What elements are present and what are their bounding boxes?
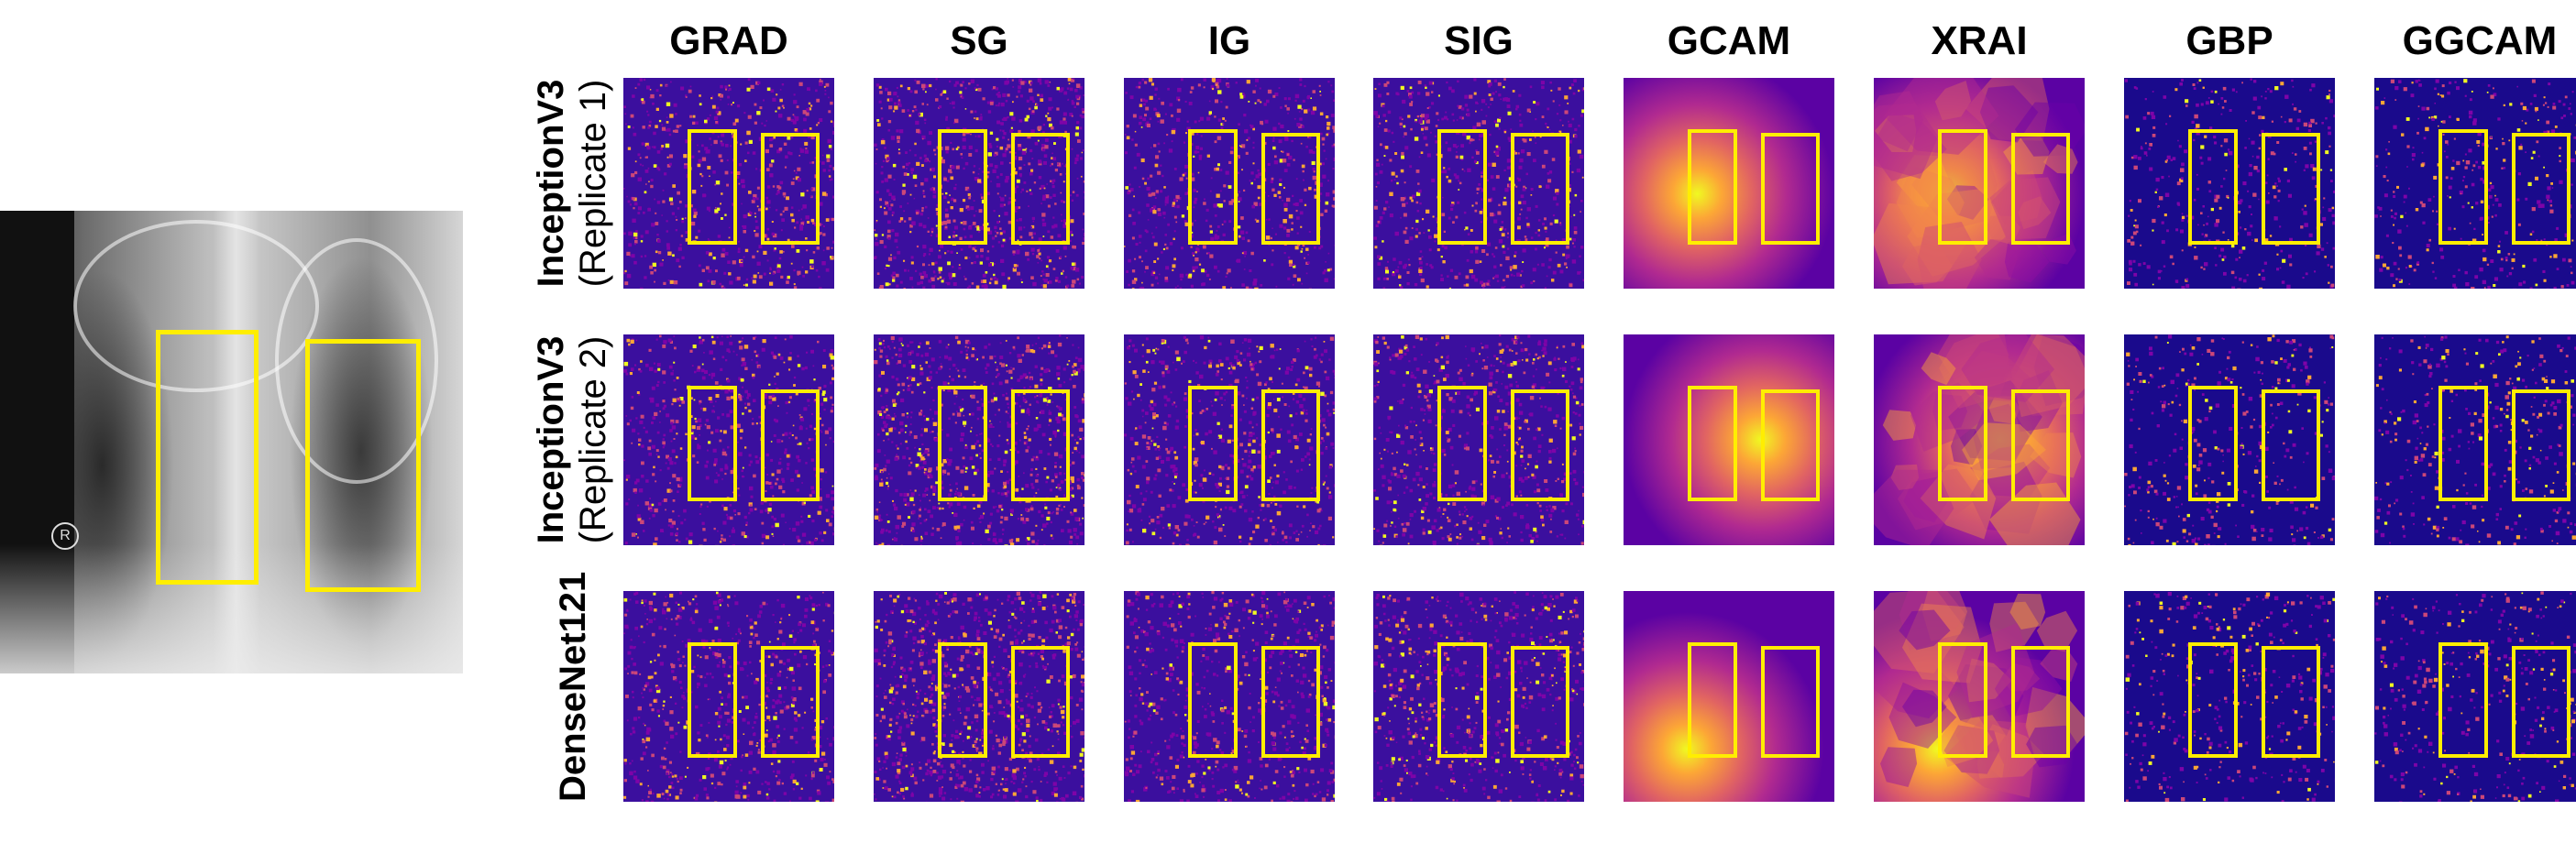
saliency-map-gbp-row-2 [2124, 334, 2335, 545]
box-right-lung [1688, 129, 1737, 245]
saliency-map-ig-row-2 [1124, 334, 1335, 545]
box-left-lung [1261, 646, 1320, 758]
xray-box-left-lung [305, 339, 421, 592]
box-right-lung [688, 386, 737, 501]
xray-marker: R [51, 522, 79, 550]
saliency-map-gcam-row-3 [1624, 591, 1834, 802]
saliency-map-xrai-row-2 [1874, 334, 2085, 545]
column-header-sg: SG [950, 18, 1008, 63]
box-right-lung [938, 129, 987, 245]
saliency-map-sig-row-1 [1373, 78, 1584, 289]
row-label-3: DenseNet121 [552, 571, 594, 802]
box-left-lung [1261, 133, 1320, 245]
box-right-lung [1938, 386, 1987, 501]
column-header-gcam: GCAM [1667, 18, 1791, 63]
saliency-map-ig-row-1 [1124, 78, 1335, 289]
box-right-lung [2438, 129, 2488, 245]
box-right-lung [938, 642, 987, 758]
row-label-model: InceptionV3 [531, 79, 571, 288]
row-label-2: InceptionV3 (Replicate 2) [530, 334, 614, 545]
box-left-lung [1011, 646, 1070, 758]
box-right-lung [1938, 129, 1987, 245]
box-right-lung [1188, 386, 1238, 501]
box-right-lung [2438, 386, 2488, 501]
box-right-lung [688, 642, 737, 758]
row-label-replicate: (Replicate 2) [573, 335, 613, 544]
xray-box-right-lung [156, 330, 259, 585]
box-left-lung [761, 133, 820, 245]
box-right-lung [1188, 129, 1238, 245]
box-left-lung [2011, 646, 2070, 758]
box-left-lung [1011, 389, 1070, 501]
saliency-map-sig-row-3 [1373, 591, 1584, 802]
column-header-gbp: GBP [2185, 18, 2273, 63]
box-right-lung [1437, 386, 1487, 501]
saliency-map-gbp-row-1 [2124, 78, 2335, 289]
box-left-lung [1511, 646, 1569, 758]
column-header-grad: GRAD [669, 18, 788, 63]
box-left-lung [2011, 389, 2070, 501]
box-left-lung [2512, 646, 2570, 758]
row-label-model: DenseNet121 [553, 571, 593, 802]
box-left-lung [1511, 133, 1569, 245]
box-right-lung [2188, 129, 2238, 245]
box-left-lung [1761, 133, 1820, 245]
saliency-map-ig-row-3 [1124, 591, 1335, 802]
saliency-map-xrai-row-3 [1874, 591, 2085, 802]
box-left-lung [1511, 389, 1569, 501]
saliency-map-ggcam-row-3 [2374, 591, 2576, 802]
box-left-lung [1261, 389, 1320, 501]
box-right-lung [2438, 642, 2488, 758]
box-right-lung [2188, 386, 2238, 501]
box-right-lung [1688, 386, 1737, 501]
box-right-lung [1437, 642, 1487, 758]
column-header-ggcam: GGCAM [2402, 18, 2558, 63]
column-header-xrai: XRAI [1931, 18, 2028, 63]
source-xray-image: R [0, 211, 463, 673]
column-header-ig: IG [1207, 18, 1251, 63]
saliency-map-gcam-row-1 [1624, 78, 1834, 289]
row-label-1: InceptionV3 (Replicate 1) [530, 78, 614, 289]
row-label-replicate: (Replicate 1) [573, 79, 613, 288]
box-left-lung [2512, 389, 2570, 501]
box-right-lung [1688, 642, 1737, 758]
box-right-lung [688, 129, 737, 245]
box-right-lung [1938, 642, 1987, 758]
saliency-map-grad-row-3 [623, 591, 834, 802]
saliency-map-grad-row-2 [623, 334, 834, 545]
box-left-lung [2262, 389, 2320, 501]
saliency-map-sig-row-2 [1373, 334, 1584, 545]
saliency-map-sg-row-2 [874, 334, 1084, 545]
saliency-map-sg-row-1 [874, 78, 1084, 289]
box-left-lung [1761, 389, 1820, 501]
box-left-lung [2512, 133, 2570, 245]
saliency-map-gcam-row-2 [1624, 334, 1834, 545]
box-left-lung [2011, 133, 2070, 245]
saliency-map-grad-row-1 [623, 78, 834, 289]
saliency-map-ggcam-row-2 [2374, 334, 2576, 545]
box-right-lung [1188, 642, 1238, 758]
saliency-map-xrai-row-1 [1874, 78, 2085, 289]
box-left-lung [2262, 133, 2320, 245]
box-right-lung [938, 386, 987, 501]
saliency-map-ggcam-row-1 [2374, 78, 2576, 289]
box-right-lung [1437, 129, 1487, 245]
box-left-lung [1761, 646, 1820, 758]
box-left-lung [761, 389, 820, 501]
box-left-lung [2262, 646, 2320, 758]
column-header-sig: SIG [1444, 18, 1514, 63]
row-label-model: InceptionV3 [531, 335, 571, 544]
saliency-map-gbp-row-3 [2124, 591, 2335, 802]
box-left-lung [1011, 133, 1070, 245]
box-left-lung [761, 646, 820, 758]
saliency-map-sg-row-3 [874, 591, 1084, 802]
box-right-lung [2188, 642, 2238, 758]
